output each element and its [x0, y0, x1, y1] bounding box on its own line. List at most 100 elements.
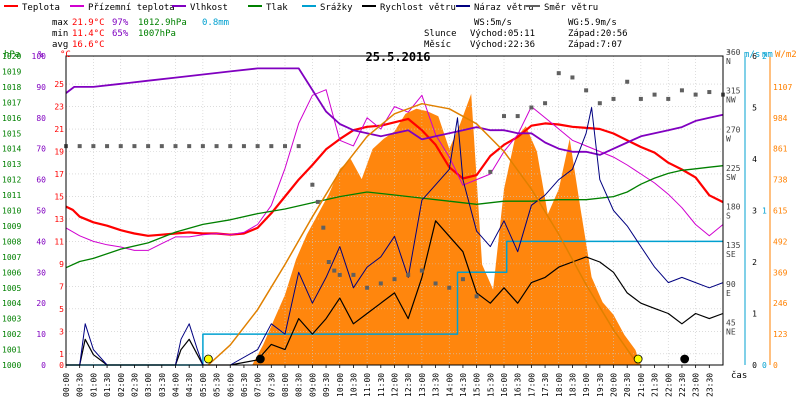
- tick-x-label: 06:30: [240, 373, 249, 397]
- tick-pressure: 1018: [2, 83, 21, 92]
- tick-pressure: 1005: [2, 284, 21, 293]
- tick-direction-deg: 225: [726, 164, 741, 173]
- series-n-raz-v-tru: [66, 107, 724, 366]
- tick-humidity: 60: [36, 176, 46, 185]
- stat-min-press: 1007hPa: [138, 29, 176, 39]
- tick-x-label: 22:00: [664, 373, 673, 397]
- tick-rain: 2: [762, 52, 767, 61]
- series-astronomical: [207, 102, 639, 366]
- tick-x-label: 21:30: [651, 373, 660, 397]
- dir-point: [255, 144, 260, 149]
- moon-rise: Východ:22:36: [470, 40, 535, 50]
- tick-pressure: 1003: [2, 315, 21, 324]
- tick-direction-deg: 315: [726, 87, 741, 96]
- tick-x-label: 13:30: [432, 373, 441, 397]
- tick-temperature: 5: [59, 305, 64, 314]
- tick-solar: 369: [773, 268, 788, 277]
- series-layer: [64, 67, 725, 366]
- solar-layer: [66, 93, 723, 365]
- stat-max-label: max: [52, 18, 69, 28]
- tick-x-label: 23:30: [705, 373, 714, 397]
- tick-x-label: 04:30: [185, 373, 194, 397]
- tick-humidity: 30: [36, 268, 46, 277]
- tick-wind: 6: [752, 52, 757, 61]
- tick-x-label: 20:00: [610, 373, 619, 397]
- tick-wind: 5: [752, 104, 757, 113]
- tick-x-label: 05:00: [199, 373, 208, 397]
- dir-point: [241, 144, 246, 149]
- tick-temperature: 11: [54, 237, 64, 246]
- dir-point: [378, 281, 383, 286]
- dir-point: [315, 199, 320, 204]
- tick-direction-deg: 45: [726, 318, 736, 327]
- tick-x-label: 07:30: [267, 373, 276, 397]
- astro-block: WS:5m/s WG:5.9m/s Slunce Východ:05:11 Zá…: [424, 18, 628, 50]
- dir-point: [556, 71, 561, 76]
- axis-layer: 1000100110021003100410051006100710081009…: [2, 48, 792, 397]
- dir-point: [159, 144, 164, 149]
- series-teplota: [65, 117, 724, 237]
- legend: Teplota Přízemní teplota Vlhkost Tlak Srážky…: [4, 3, 598, 13]
- tick-x-label: 01:00: [89, 373, 98, 397]
- tick-x-label: 20:30: [623, 373, 632, 397]
- wind-wg: WG:5.9m/s: [568, 18, 617, 28]
- dir-point: [433, 281, 438, 286]
- tick-x-label: 02:00: [117, 373, 126, 397]
- sun-rise: Východ:05:11: [470, 29, 535, 39]
- dir-point: [406, 272, 411, 277]
- tick-pressure: 1015: [2, 129, 21, 138]
- dir-point: [132, 144, 137, 149]
- series-sm-r-v-tru: [64, 71, 725, 299]
- dir-point: [351, 272, 356, 277]
- tick-x-label: 10:00: [336, 373, 345, 397]
- dir-point: [597, 101, 602, 106]
- stats-block: max 21.9°C 97% 1012.9hPa 0.8mm min 11.4°…: [52, 18, 229, 50]
- tick-direction-name: NE: [726, 327, 736, 336]
- tick-direction-deg: 360: [726, 48, 741, 57]
- dir-point: [679, 88, 684, 93]
- unit-wm2: W/m2: [775, 50, 797, 60]
- tick-x-label: 18:30: [568, 373, 577, 397]
- dir-point: [91, 144, 96, 149]
- dir-point: [611, 96, 616, 101]
- tick-x-label: 07:00: [254, 373, 263, 397]
- dir-point: [296, 144, 301, 149]
- legend-label-naraz: Náraz větru: [474, 3, 534, 13]
- tick-x-label: 12:00: [391, 373, 400, 397]
- tick-x-label: 19:30: [596, 373, 605, 397]
- tick-wind: 1: [752, 310, 757, 319]
- tick-temperature: 25: [54, 80, 64, 89]
- tick-x-label: 15:30: [486, 373, 495, 397]
- tick-pressure: 1011: [2, 191, 21, 200]
- tick-x-label: 18:00: [555, 373, 564, 397]
- unit-time: čas: [731, 370, 747, 381]
- marker-sunrise: [203, 354, 213, 364]
- tick-direction-name: E: [726, 289, 731, 298]
- tick-x-label: 02:30: [130, 373, 139, 397]
- tick-x-label: 16:00: [500, 373, 509, 397]
- series-p-zemn-teplota: [65, 89, 724, 251]
- stat-min-label: min: [52, 29, 68, 39]
- tick-temperature: 13: [54, 215, 64, 224]
- dir-point: [638, 96, 643, 101]
- unit-labels: hPa % °C ° m/s mm W/m2 čas: [4, 50, 797, 381]
- tick-humidity: 50: [36, 207, 46, 216]
- stat-max-temp: 21.9°C: [72, 18, 105, 28]
- dir-point: [707, 90, 712, 95]
- tick-humidity: 90: [36, 83, 46, 92]
- tick-x-label: 16:30: [514, 373, 523, 397]
- tick-direction-deg: 90: [726, 280, 736, 289]
- dir-point: [310, 182, 315, 187]
- dir-point: [173, 144, 178, 149]
- tick-x-label: 15:00: [473, 373, 482, 397]
- tick-x-label: 10:30: [349, 373, 358, 397]
- dir-point: [105, 144, 110, 149]
- unit-degc: °C: [60, 50, 71, 60]
- tick-x-label: 06:00: [226, 373, 235, 397]
- tick-temperature: 17: [54, 170, 64, 179]
- tick-pressure: 1007: [2, 253, 21, 262]
- wind-ws: WS:5m/s: [474, 18, 512, 28]
- moon-label: Měsíc: [424, 40, 451, 50]
- stat-max-rain: 0.8mm: [202, 18, 229, 28]
